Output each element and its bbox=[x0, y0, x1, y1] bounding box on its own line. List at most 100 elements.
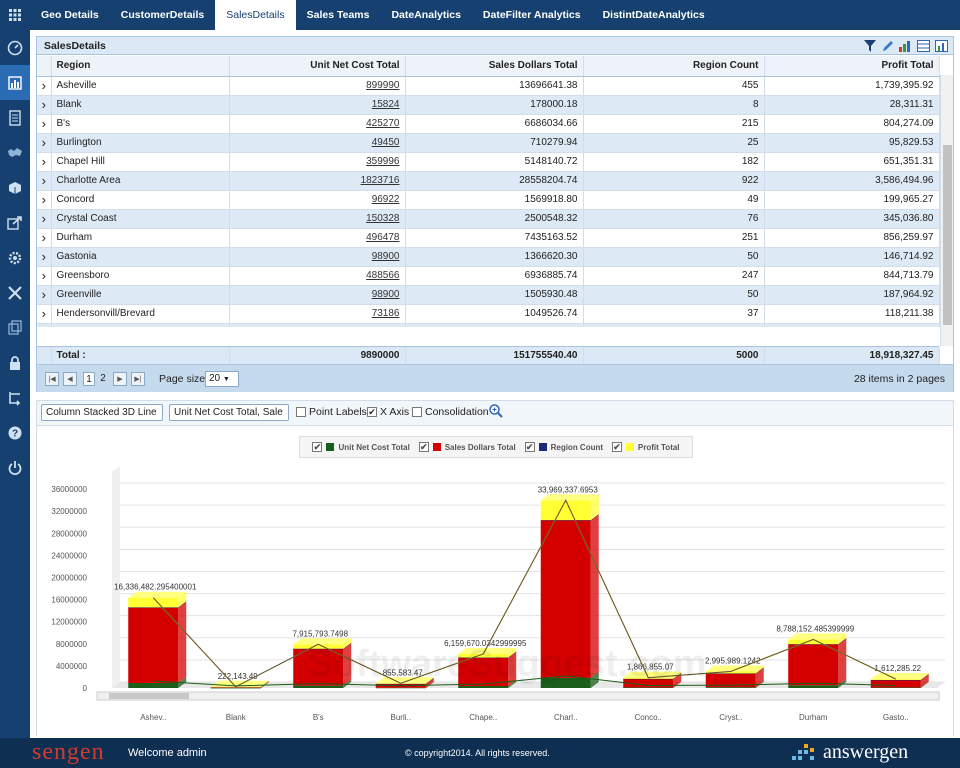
cell-unit-net-cost[interactable]: 425270 bbox=[229, 114, 406, 134]
consolidation-box[interactable] bbox=[412, 407, 422, 417]
cell-unit-net-cost-value[interactable]: 15824 bbox=[371, 99, 400, 110]
sidebar-item-power[interactable] bbox=[0, 450, 30, 485]
cell-unit-net-cost-value[interactable]: 899990 bbox=[366, 80, 400, 91]
point-labels-box[interactable] bbox=[296, 407, 306, 417]
legend-item[interactable]: ✔ Region Count bbox=[524, 441, 603, 452]
legend-checkbox[interactable]: ✔ bbox=[524, 441, 535, 452]
table-row[interactable]: › Concord 96922 1569918.80 49 199,965.27 bbox=[37, 190, 940, 210]
edit-icon[interactable] bbox=[880, 38, 895, 53]
sidebar-item-help[interactable]: ? bbox=[0, 415, 30, 450]
cell-unit-net-cost[interactable]: 98900 bbox=[229, 247, 406, 267]
point-labels-checkbox[interactable]: Point Labels bbox=[296, 406, 367, 418]
cell-unit-net-cost-value[interactable]: 425270 bbox=[366, 118, 400, 129]
column-header-unit-net-cost[interactable]: Unit Net Cost Total bbox=[229, 56, 406, 77]
table-row[interactable]: › Greensboro 488566 6936885.74 247 844,713.79 bbox=[37, 266, 940, 286]
expand-row-icon[interactable]: › bbox=[37, 209, 52, 229]
expand-row-icon[interactable]: › bbox=[37, 228, 52, 248]
sidebar-item-report[interactable] bbox=[0, 100, 30, 135]
table-row[interactable]: › Crystal Coast 150328 2500548.32 76 345,036.… bbox=[37, 209, 940, 229]
legend-item[interactable]: ✔ Sales Dollars Total bbox=[418, 441, 516, 452]
sidebar-item-cube[interactable] bbox=[0, 170, 30, 205]
cell-unit-net-cost-value[interactable]: 73186 bbox=[371, 308, 400, 319]
expand-row-icon[interactable]: › bbox=[37, 266, 52, 286]
sidebar-item-transfer[interactable] bbox=[0, 380, 30, 415]
cell-unit-net-cost[interactable]: 98900 bbox=[229, 285, 406, 305]
cell-unit-net-cost[interactable]: 49450 bbox=[229, 133, 406, 153]
table-row[interactable]: › Greenville 98900 1505930.48 50 187,964.92 bbox=[37, 285, 940, 305]
page-number-2[interactable]: 2 bbox=[100, 373, 106, 384]
table-row[interactable]: › Durham 496478 7435163.52 251 856,259.97 bbox=[37, 228, 940, 248]
export-chart-icon[interactable] bbox=[934, 38, 949, 53]
tab-dateanalytics[interactable]: DateAnalytics bbox=[391, 9, 461, 21]
table-row[interactable]: ›Hickory1720862949198.2087361,411.21 bbox=[37, 323, 940, 327]
tab-geo-details[interactable]: Geo Details bbox=[41, 9, 99, 21]
cell-unit-net-cost[interactable]: 899990 bbox=[229, 76, 406, 96]
sidebar-item-lock[interactable] bbox=[0, 345, 30, 380]
column-header-profit[interactable]: Profit Total bbox=[764, 56, 940, 77]
expand-row-icon[interactable]: › bbox=[37, 76, 52, 96]
legend-checkbox[interactable]: ✔ bbox=[611, 441, 622, 452]
expand-row-icon[interactable]: › bbox=[37, 133, 52, 153]
sidebar-item-settings[interactable] bbox=[0, 240, 30, 275]
sidebar-item-copy[interactable] bbox=[0, 310, 30, 345]
cell-unit-net-cost[interactable]: 496478 bbox=[229, 228, 406, 248]
expand-row-icon[interactable]: › bbox=[37, 171, 52, 191]
cell-unit-net-cost[interactable]: 1823716 bbox=[229, 171, 406, 191]
cell-unit-net-cost-value[interactable]: 150328 bbox=[366, 213, 400, 224]
cell-unit-net-cost-value[interactable]: 359996 bbox=[366, 156, 400, 167]
legend-item[interactable]: ✔ Profit Total bbox=[611, 441, 680, 452]
sidebar-item-analytics[interactable] bbox=[0, 65, 30, 100]
sidebar-item-share[interactable] bbox=[0, 205, 30, 240]
tab-distintdateanalytics[interactable]: DistintDateAnalytics bbox=[602, 9, 705, 21]
grid-scrollbar[interactable] bbox=[940, 75, 953, 346]
sidebar-item-tools[interactable] bbox=[0, 275, 30, 310]
expand-row-icon[interactable]: › bbox=[37, 304, 52, 324]
consolidation-checkbox[interactable]: Consolidation bbox=[412, 406, 489, 418]
legend-checkbox[interactable]: ✔ bbox=[418, 441, 429, 452]
x-axis-box[interactable]: ✔ bbox=[367, 406, 377, 417]
cell-unit-net-cost[interactable]: 359996 bbox=[229, 152, 406, 172]
page-number-1[interactable]: 1 bbox=[83, 372, 95, 386]
next-page-button[interactable]: ▶ bbox=[113, 372, 127, 386]
tab-customerdetails[interactable]: CustomerDetails bbox=[120, 9, 205, 21]
column-header-region-count[interactable]: Region Count bbox=[583, 56, 765, 77]
table-row[interactable]: › Asheville 899990 13696641.38 455 1,739,395.… bbox=[37, 76, 940, 96]
table-row[interactable]: › Blank 15824 178000.18 8 28,311.31 bbox=[37, 95, 940, 115]
table-row[interactable]: › Burlington 49450 710279.94 25 95,829.53 bbox=[37, 133, 940, 153]
cell-unit-net-cost[interactable]: 73186 bbox=[229, 304, 406, 324]
table-row[interactable]: › Hendersonvill/Brevard 73186 1049526.74 37 1… bbox=[37, 304, 940, 324]
cell-unit-net-cost-value[interactable]: 496478 bbox=[366, 232, 400, 243]
app-grid-icon[interactable] bbox=[0, 0, 30, 30]
table-row[interactable]: › Chapel Hill 359996 5148140.72 182 651,351.3… bbox=[37, 152, 940, 172]
cell-unit-net-cost[interactable]: 172086 bbox=[229, 323, 406, 327]
column-header-region[interactable]: Region bbox=[51, 56, 230, 77]
tab-sales-teams[interactable]: Sales Teams bbox=[306, 9, 370, 21]
legend-checkbox[interactable]: ✔ bbox=[312, 441, 323, 452]
cell-unit-net-cost[interactable]: 488566 bbox=[229, 266, 406, 286]
expand-row-icon[interactable]: › bbox=[37, 247, 52, 267]
tab-salesdetails[interactable]: SalesDetails bbox=[215, 0, 296, 30]
sidebar-item-dashboard[interactable] bbox=[0, 30, 30, 65]
expand-row-icon[interactable]: › bbox=[37, 190, 52, 210]
cell-unit-net-cost-value[interactable]: 98900 bbox=[371, 289, 400, 300]
cell-unit-net-cost[interactable]: 150328 bbox=[229, 209, 406, 229]
filter-icon[interactable] bbox=[862, 38, 877, 53]
table-view-icon[interactable] bbox=[916, 38, 931, 53]
cell-unit-net-cost-value[interactable]: 98900 bbox=[371, 251, 400, 262]
cell-unit-net-cost-value[interactable]: 488566 bbox=[366, 270, 400, 281]
sidebar-item-map[interactable] bbox=[0, 135, 30, 170]
expand-row-icon[interactable]: › bbox=[37, 285, 52, 305]
column-header-sales-dollars[interactable]: Sales Dollars Total bbox=[405, 56, 584, 77]
expand-row-icon[interactable]: › bbox=[37, 95, 52, 115]
prev-page-button[interactable]: ◀ bbox=[63, 372, 77, 386]
tab-datefilter-analytics[interactable]: DateFilter Analytics bbox=[482, 9, 581, 21]
table-row[interactable]: › Charlotte Area 1823716 28558204.74 922 3,58… bbox=[37, 171, 940, 191]
chart-type-select[interactable]: Column Stacked 3D Line bbox=[41, 404, 163, 421]
table-row[interactable]: › Gastonia 98900 1366620.30 50 146,714.92 bbox=[37, 247, 940, 267]
expand-row-icon[interactable]: › bbox=[37, 152, 52, 172]
cell-unit-net-cost-value[interactable]: 96922 bbox=[371, 194, 400, 205]
x-axis-checkbox[interactable]: ✔ X Axis bbox=[367, 406, 409, 418]
cell-unit-net-cost[interactable]: 96922 bbox=[229, 190, 406, 210]
chart-icon[interactable] bbox=[898, 38, 913, 53]
measures-select[interactable]: Unit Net Cost Total, Sale bbox=[169, 404, 289, 421]
